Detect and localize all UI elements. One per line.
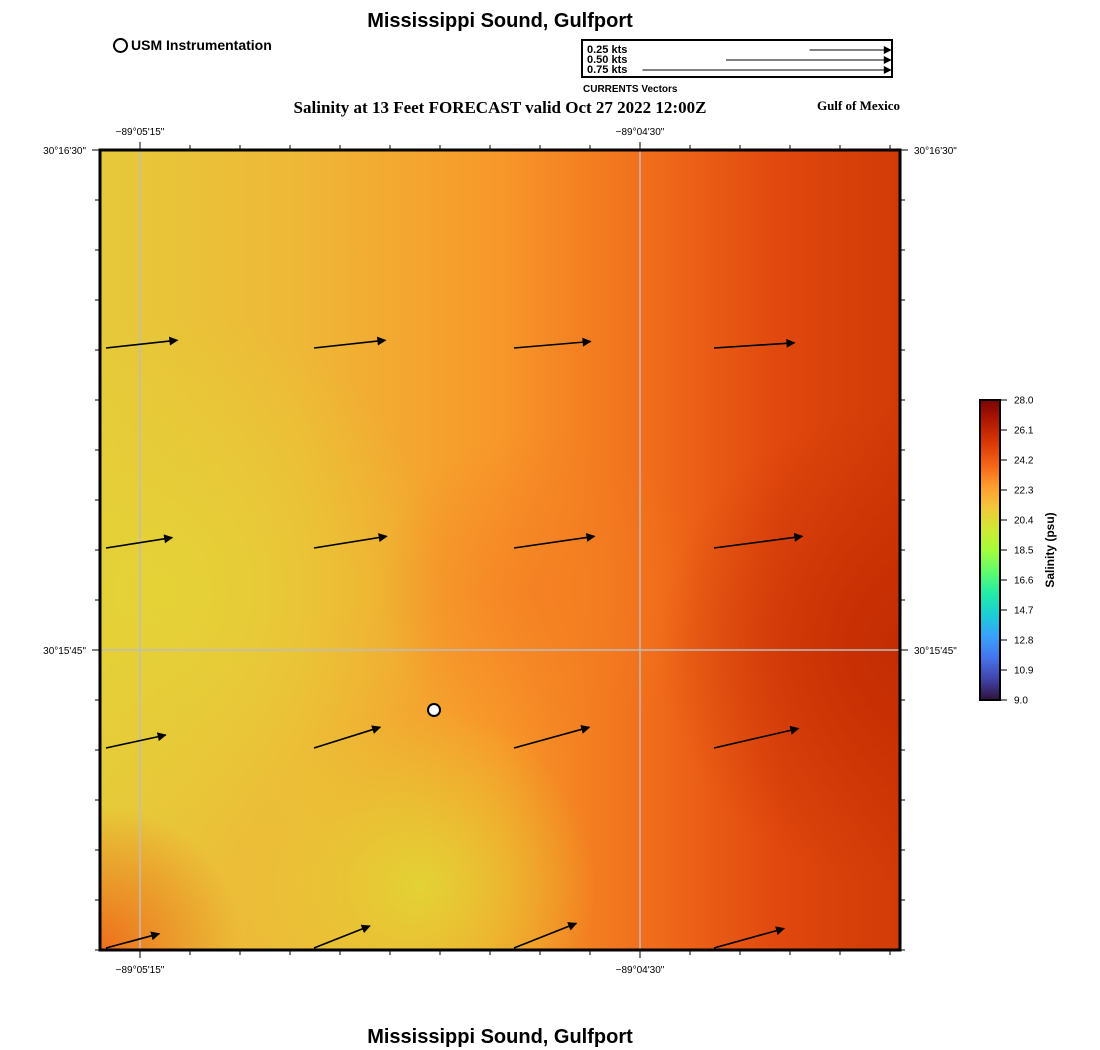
vector-legend-caption: CURRENTS Vectors (583, 84, 678, 95)
colorbar-tick-label: 16.6 (1014, 576, 1034, 587)
current-vector (105, 336, 179, 349)
map-title: Mississippi Sound, Gulfport (367, 10, 633, 32)
latitude-labels: 30°16'30" 30°15'45" 30°16'30" 30°15'45" (43, 146, 957, 657)
colorbar-tick-label: 12.8 (1014, 636, 1034, 647)
lat-label-right-2: 30°15'45" (914, 646, 957, 657)
map-title-bottom: Mississippi Sound, Gulfport (367, 1026, 633, 1048)
current-vector (313, 336, 387, 349)
colorbar-tick-label: 10.9 (1014, 666, 1034, 677)
station-legend-icon (113, 37, 128, 53)
colorbar-ticks: 28.0 26.1 24.2 22.3 20.4 18.5 16.6 14.7 12.8 10.9… (1000, 396, 1034, 707)
current-vector (513, 725, 591, 749)
salinity-field (100, 150, 900, 950)
colorbar: 28.0 26.1 24.2 22.3 20.4 18.5 16.6 14.7 12.8 10.9… (979, 396, 1057, 707)
current-vector (513, 922, 578, 949)
lon-label-bottom-2: −89°04'30" (616, 965, 665, 976)
lat-label-left-2: 30°15'45" (43, 646, 86, 657)
current-vector (313, 533, 388, 549)
colorbar-tick-label: 9.0 (1014, 696, 1028, 707)
current-vector (513, 337, 592, 349)
lat-label-left-1: 30°16'30" (43, 146, 86, 157)
colorbar-title: Salinity (psu) (1043, 512, 1057, 587)
current-vector (313, 924, 371, 949)
longitude-labels: −89°05'15" −89°04'30" −89°05'15" −89°04'… (116, 127, 665, 976)
current-vector (713, 725, 800, 749)
current-vectors (105, 336, 804, 949)
current-vector (713, 338, 796, 349)
station-legend: USM Instrumentation (113, 37, 272, 53)
current-vector (105, 534, 174, 549)
lon-label-top-1: −89°05'15" (116, 127, 165, 138)
frame-ticks (92, 142, 908, 958)
lat-label-right-1: 30°16'30" (914, 146, 957, 157)
lon-label-bottom-1: −89°05'15" (116, 965, 165, 976)
vector-legend-label-2: 0.50 kts (587, 54, 628, 66)
current-vector (105, 732, 167, 749)
current-vector (513, 533, 596, 549)
current-vector (713, 532, 804, 549)
map-subtitle: Salinity at 13 Feet FORECAST valid Oct 2… (293, 98, 707, 117)
colorbar-tick-label: 18.5 (1014, 546, 1034, 557)
vector-legend-label-3: 0.75 kts (587, 64, 628, 76)
usm-station-marker[interactable] (427, 703, 441, 717)
station-legend-label: USM Instrumentation (131, 37, 272, 53)
current-vector (713, 926, 786, 949)
colorbar-tick-label: 22.3 (1014, 486, 1034, 497)
vector-legend-arrows (642, 46, 891, 74)
current-vector (105, 931, 161, 949)
colorbar-tick-label: 24.2 (1014, 456, 1034, 467)
colorbar-tick-label: 20.4 (1014, 516, 1034, 527)
lon-label-top-2: −89°04'30" (616, 127, 665, 138)
current-vector (313, 725, 382, 749)
colorbar-tick-label: 14.7 (1014, 606, 1034, 617)
colorbar-tick-label: 26.1 (1014, 426, 1034, 437)
colorbar-tick-label: 28.0 (1014, 396, 1034, 407)
colorbar-bar (979, 399, 1001, 701)
vector-legend-label-1: 0.25 kts (587, 44, 628, 56)
graticule (100, 150, 900, 950)
vector-legend: 0.25 kts 0.50 kts 0.75 kts (581, 39, 893, 78)
region-label: Gulf of Mexico (816, 98, 900, 113)
